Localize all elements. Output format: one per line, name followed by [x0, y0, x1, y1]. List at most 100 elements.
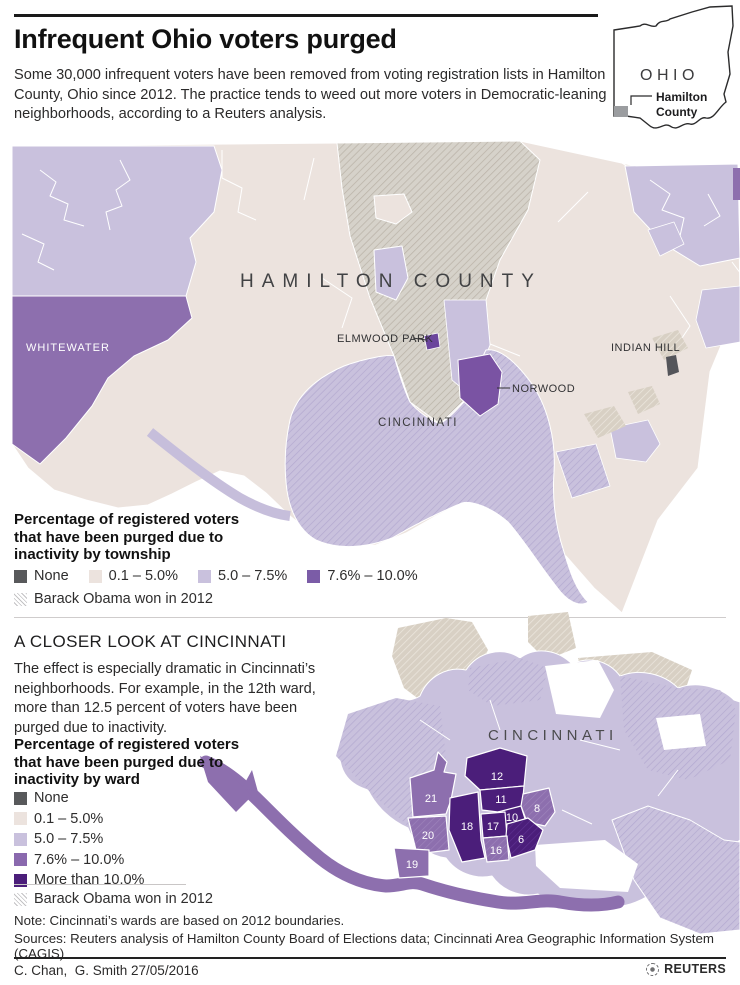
elmwood-park-label: ELMWOOD PARK: [337, 333, 433, 345]
cincinnati-city-label: CINCINNATI: [488, 727, 618, 744]
ne-lavender-region: [624, 163, 740, 267]
nw-lavender-region: [11, 145, 223, 297]
byline-credit: C. Chan, G. Smith 27/05/2016: [14, 963, 199, 978]
closer-look-paragraph: The effect is especially dramatic in Cin…: [14, 661, 316, 736]
right-lavender-patch-1: [695, 285, 740, 349]
county-legend: None 0.1 – 5.0% 5.0 – 7.5% 7.6% – 10.0%: [14, 568, 418, 584]
obama-hatch-swatch: [14, 892, 27, 906]
reuters-logo: REUTERS: [646, 962, 726, 976]
ohio-inset-map: OHIO Hamilton County: [613, 5, 734, 129]
footer-rule: [14, 957, 726, 959]
ohio-river-head: [200, 756, 258, 812]
legend-item-mid: 5.0 – 7.5%: [14, 831, 144, 847]
ward-legend-title: Percentage of registered voters that hav…: [14, 736, 240, 788]
section-divider: [14, 617, 726, 618]
ward-legend: None 0.1 – 5.0% 5.0 – 7.5% 7.6% – 10.0% …: [14, 790, 144, 888]
river-band: [146, 428, 291, 521]
tan-hatch-patch-2: [628, 386, 660, 414]
swatch-low: [88, 569, 102, 583]
ward-21: [409, 751, 457, 818]
tan-hatch-patch-3: [584, 406, 626, 438]
hamilton-label-line2: County: [656, 105, 698, 119]
legend-label: 5.0 – 7.5%: [218, 568, 288, 584]
legend-item-none: None: [14, 568, 69, 584]
right-lavender-patch-3: [609, 419, 661, 463]
closer-look-heading: A CLOSER LOOK AT CINCINNATI: [14, 632, 287, 651]
legend-label: More than 10.0%: [34, 872, 145, 888]
ward-obama-legend: Barack Obama won in 2012: [14, 891, 213, 907]
gray-region-lavender-patch: [373, 245, 409, 301]
swatch-highest: [14, 873, 27, 887]
cincinnati-county-label: CINCINNATI: [378, 417, 458, 429]
swatch-mid: [198, 569, 211, 583]
legend-item-high: 7.6% – 10.0%: [307, 568, 418, 584]
legend-label: 0.1 – 5.0%: [34, 810, 104, 827]
ward-21-label: 21: [425, 793, 437, 805]
reuters-emblem-icon: [646, 962, 660, 976]
edge-purple-sliver: [733, 168, 740, 200]
legend-item-high: 7.6% – 10.0%: [14, 852, 144, 868]
norwood-label: NORWOOD: [512, 383, 575, 395]
ward-tan-blob-2: [528, 612, 576, 660]
ward-19-label: 19: [406, 859, 418, 871]
swatch-none: [14, 791, 27, 805]
whitewater-region: [11, 295, 193, 465]
right-lavender-patch-2: [647, 221, 685, 257]
indian-hill-label: INDIAN HILL: [611, 342, 680, 354]
city-white-patch-2: [656, 714, 706, 750]
ward-8-label: 8: [534, 803, 540, 815]
ward-6-label: 6: [518, 834, 524, 846]
legend-item-low: 0.1 – 5.0%: [88, 568, 178, 584]
swatch-high: [307, 569, 321, 583]
county-obama-legend: Barack Obama won in 2012: [14, 591, 213, 607]
swatch-low: [14, 812, 27, 825]
hamilton-pointer-line: [630, 95, 652, 105]
ward-17-label: 17: [487, 821, 499, 833]
obama-hatch-swatch: [14, 592, 27, 606]
hamilton-label-line1: Hamilton: [656, 90, 707, 104]
legend-label: 7.6% – 10.0%: [34, 851, 125, 868]
gray-region-cream-island: [373, 193, 413, 225]
intro-paragraph: Some 30,000 infrequent voters have been …: [14, 67, 607, 122]
ward-16: [482, 835, 510, 863]
note-text: Note: Cincinnati’s wards are based on 20…: [14, 913, 345, 928]
obama-legend-label: Barack Obama won in 2012: [34, 891, 213, 907]
city-borders: [419, 699, 679, 825]
right-lavender-hatch-patch: [555, 443, 611, 499]
header-rule: [14, 14, 598, 17]
legend-label: 0.1 – 5.0%: [108, 568, 178, 584]
legend-label: 7.6% – 10.0%: [327, 568, 418, 584]
county-legend-title: Percentage of registered voters that hav…: [14, 511, 240, 563]
legend-item-highest: More than 10.0%: [14, 872, 144, 888]
ward-19: [393, 847, 430, 879]
city-white-patch-3: [535, 840, 638, 892]
swatch-high: [14, 853, 27, 866]
legend-item-low: 0.1 – 5.0%: [14, 811, 144, 827]
elmwood-park-region: [423, 332, 441, 351]
ward-18: [448, 791, 486, 863]
ward-legend-divider: [14, 884, 186, 885]
legend-item-mid: 5.0 – 7.5%: [198, 568, 287, 584]
legend-label: 5.0 – 7.5%: [34, 831, 104, 847]
none-gray-region: [666, 355, 679, 376]
city-hatch-north: [468, 658, 548, 706]
page-title: Infrequent Ohio voters purged: [14, 24, 397, 54]
ward-18-label: 18: [461, 821, 473, 833]
obama-legend-label: Barack Obama won in 2012: [34, 591, 213, 607]
cincinnati-region: [284, 349, 589, 605]
county-name-label: HAMILTON COUNTY: [240, 271, 542, 292]
ward-10-label: 10: [506, 812, 518, 824]
legend-label: None: [34, 790, 69, 806]
whitewater-label: WHITEWATER: [26, 342, 110, 354]
ohio-state-outline: [613, 5, 734, 129]
legend-label: None: [34, 568, 69, 584]
nw-borders: [21, 159, 131, 271]
swatch-mid: [14, 832, 27, 846]
ne-borders: [649, 179, 721, 237]
legend-item-none: None: [14, 790, 144, 806]
city-white-patch-1: [545, 660, 614, 718]
city-hatch-southeast-wing: [611, 805, 740, 935]
county-map: HAMILTON COUNTY WHITEWATER ELMWOOD PARK …: [11, 121, 740, 614]
